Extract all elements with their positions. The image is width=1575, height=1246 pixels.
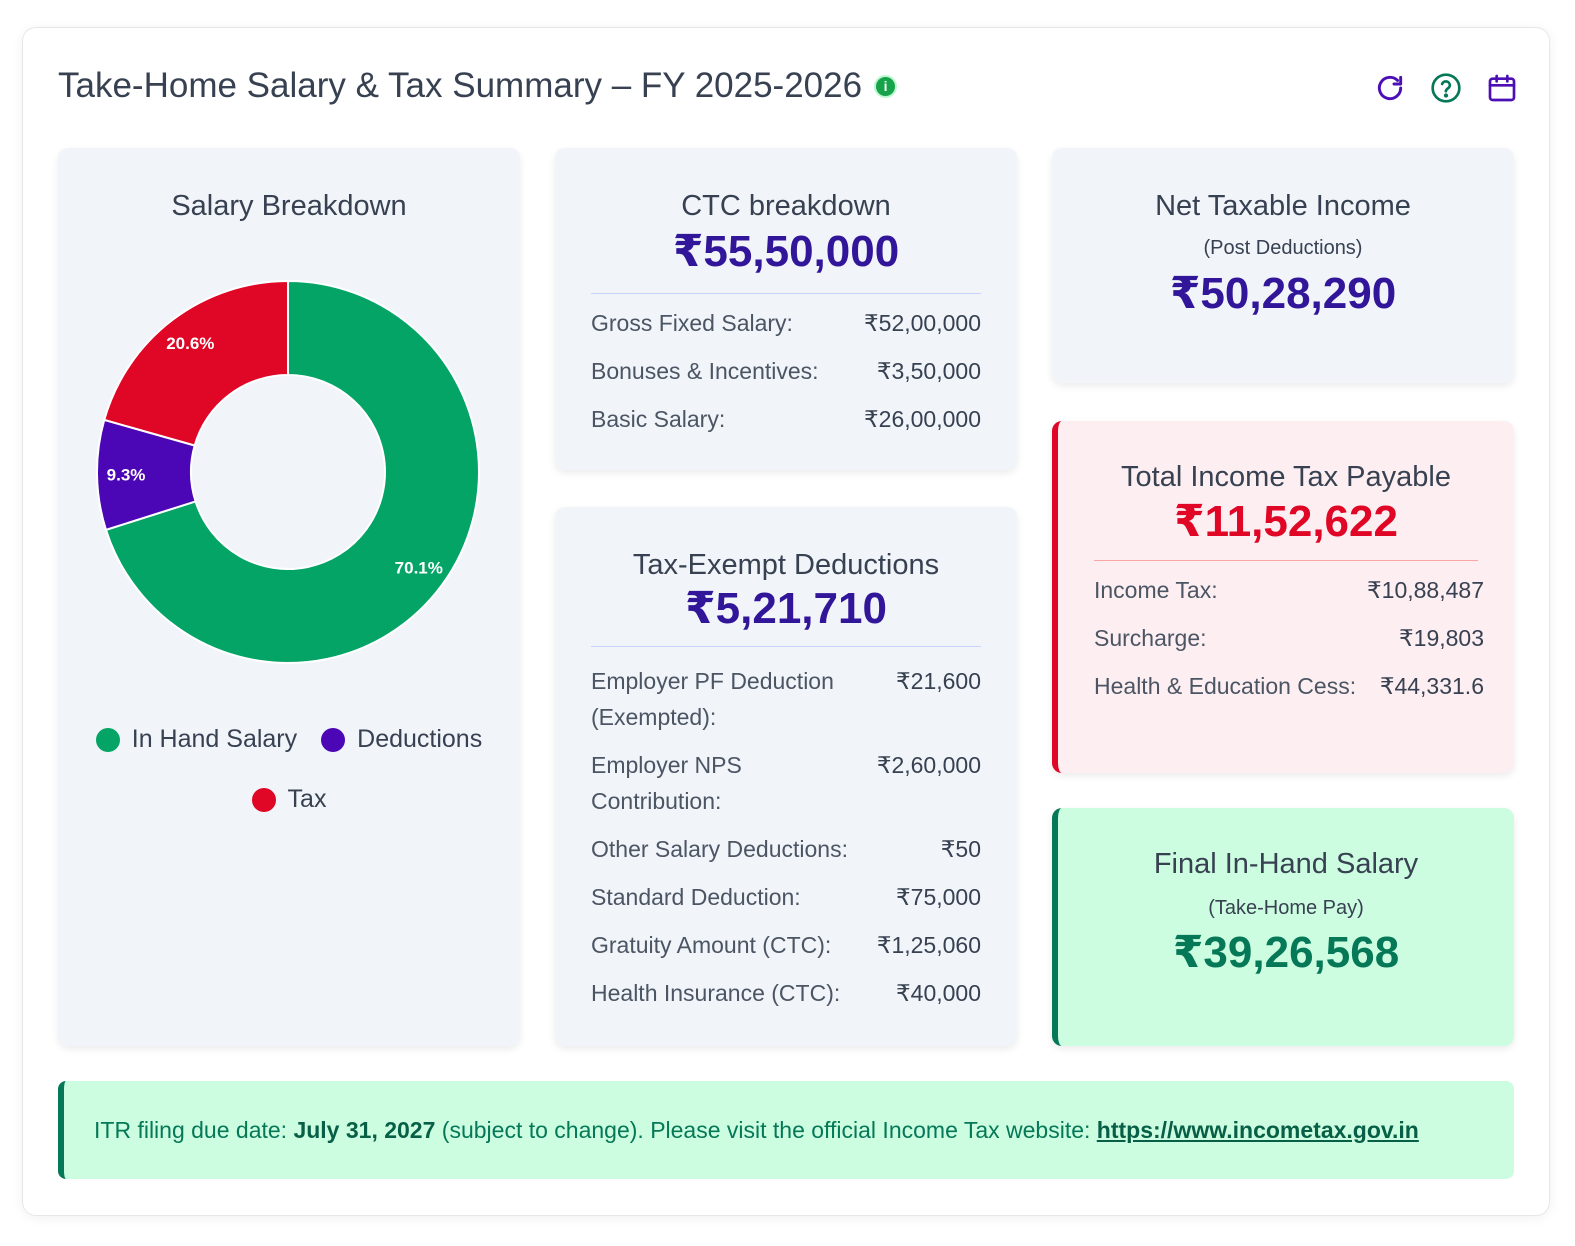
tax-row: Surcharge: ₹19,803	[1094, 625, 1484, 673]
tax-payable-amount: ₹11,52,622	[1174, 497, 1398, 546]
in-hand-card: Final In-Hand Salary (Take-Home Pay) ₹39…	[1052, 808, 1514, 1046]
tax-exempt-rows: Employer PF Deduction (Exempted): ₹21,60…	[555, 663, 1017, 1023]
itr-notice-prefix: ITR filing due date:	[94, 1116, 288, 1143]
tax-payable-title: Total Income Tax Payable	[1121, 461, 1451, 493]
salary-donut-chart: 70.1% 9.3% 20.6%	[96, 279, 480, 664]
legend-tax-dot	[251, 787, 276, 812]
calendar-icon[interactable]	[1486, 72, 1518, 104]
ctc-rows: Gross Fixed Salary: ₹52,00,000 Bonuses &…	[555, 310, 1017, 454]
ctc-amount: ₹55,50,000	[672, 227, 900, 276]
tax-exempt-title: Tax-Exempt Deductions	[632, 549, 940, 581]
itr-notice: ITR filing due date: July 31, 2027 (subj…	[58, 1081, 1514, 1179]
page-title-text: Take-Home Salary & Tax Summary – FY 2025…	[58, 66, 863, 105]
legend-in-hand[interactable]: In Hand Salary	[95, 725, 298, 754]
legend-in-hand-dot	[95, 727, 120, 752]
info-icon[interactable]: i	[874, 74, 898, 98]
exempt-row-value: ₹1,25,060	[876, 932, 981, 958]
exempt-row-label: Employer PF Deduction (Exempted):	[591, 668, 834, 730]
tax-row-label: Income Tax:	[1094, 577, 1218, 603]
legend-in-hand-label: In Hand Salary	[131, 725, 298, 753]
taxable-amount: ₹50,28,290	[1169, 269, 1397, 318]
exempt-row: Employer NPS Contribution: ₹2,60,000	[591, 747, 981, 831]
income-tax-link[interactable]: https://www.incometax.gov.in	[1096, 1116, 1419, 1143]
taxable-title: Net Taxable Income	[1155, 190, 1411, 222]
ctc-row-value: ₹26,00,000	[864, 406, 981, 432]
tax-exempt-card: Tax-Exempt Deductions ₹5,21,710 Employer…	[555, 507, 1017, 1046]
exempt-row-value: ₹50	[940, 836, 981, 862]
taxable-subtitle: (Post Deductions)	[1203, 237, 1363, 259]
ctc-divider	[591, 293, 981, 294]
exempt-row: Standard Deduction: ₹75,000	[591, 879, 981, 927]
donut-label-tax: 20.6%	[166, 334, 214, 353]
help-icon[interactable]	[1430, 72, 1462, 104]
tax-row-label: Surcharge:	[1094, 625, 1207, 651]
itr-notice-text: (subject to change). Please visit the of…	[441, 1116, 1091, 1143]
ctc-row: Basic Salary: ₹26,00,000	[591, 406, 981, 454]
exempt-row: Other Salary Deductions: ₹50	[591, 831, 981, 879]
donut-label-in-hand-salary: 70.1%	[395, 559, 443, 578]
in-hand-amount: ₹39,26,568	[1172, 928, 1400, 977]
ctc-row: Bonuses & Incentives: ₹3,50,000	[591, 358, 981, 406]
exempt-row: Health Insurance (CTC): ₹40,000	[591, 975, 981, 1023]
tax-row: Health & Education Cess: ₹44,331.6	[1094, 673, 1484, 721]
donut-slice-in-hand-salary[interactable]	[104, 279, 480, 664]
exempt-row-label: Employer NPS Contribution:	[591, 752, 742, 814]
itr-due-date: July 31, 2027	[293, 1116, 436, 1143]
ctc-card: CTC breakdown ₹55,50,000 Gross Fixed Sal…	[555, 148, 1017, 470]
exempt-row-label: Health Insurance (CTC):	[591, 980, 841, 1006]
exempt-row-label: Gratuity Amount (CTC):	[591, 932, 832, 958]
salary-breakdown-title: Salary Breakdown	[171, 190, 407, 222]
tax-row: Income Tax: ₹10,88,487	[1094, 577, 1484, 625]
ctc-row-label: Basic Salary:	[591, 406, 726, 432]
exempt-row-value: ₹21,600	[896, 668, 981, 694]
tax-exempt-amount: ₹5,21,710	[685, 584, 887, 633]
page-title: Take-Home Salary & Tax Summary – FY 2025…	[58, 66, 898, 106]
tax-payable-divider	[1094, 560, 1478, 561]
refresh-icon[interactable]	[1374, 72, 1406, 104]
chart-legend: In Hand Salary Deductions	[58, 725, 520, 754]
exempt-row: Employer PF Deduction (Exempted): ₹21,60…	[591, 663, 981, 747]
ctc-row-label: Bonuses & Incentives:	[591, 358, 819, 384]
tax-row-value: ₹44,331.6	[1379, 673, 1484, 699]
legend-deductions[interactable]: Deductions	[321, 725, 482, 754]
tax-exempt-divider	[591, 646, 981, 647]
header-actions	[1374, 72, 1518, 104]
ctc-title: CTC breakdown	[681, 190, 891, 222]
legend-tax-label: Tax	[287, 785, 327, 813]
exempt-row-value: ₹40,000	[896, 980, 981, 1006]
exempt-row-value: ₹75,000	[896, 884, 981, 910]
donut-slice-tax[interactable]	[103, 279, 289, 447]
chart-legend-row-2: Tax	[58, 785, 520, 814]
salary-breakdown-card: Salary Breakdown 70.1% 9.3% 20.6% In Hand …	[58, 148, 520, 1046]
exempt-row: Gratuity Amount (CTC): ₹1,25,060	[591, 927, 981, 975]
legend-deductions-label: Deductions	[357, 725, 483, 753]
legend-tax[interactable]: Tax	[251, 785, 327, 814]
tax-row-label: Health & Education Cess:	[1094, 673, 1357, 699]
taxable-income-card: Net Taxable Income (Post Deductions) ₹50…	[1052, 148, 1514, 383]
tax-payable-card: Total Income Tax Payable ₹11,52,622 Inco…	[1052, 421, 1514, 773]
donut-label-deductions: 9.3%	[107, 466, 146, 485]
tax-payable-rows: Income Tax: ₹10,88,487 Surcharge: ₹19,80…	[1058, 577, 1514, 721]
exempt-row-label: Other Salary Deductions:	[591, 836, 848, 862]
ctc-row: Gross Fixed Salary: ₹52,00,000	[591, 310, 981, 358]
exempt-row-label: Standard Deduction:	[591, 884, 801, 910]
ctc-row-value: ₹52,00,000	[864, 310, 981, 336]
tax-row-value: ₹19,803	[1399, 625, 1484, 651]
tax-row-value: ₹10,88,487	[1367, 577, 1484, 603]
in-hand-subtitle: (Take-Home Pay)	[1208, 897, 1364, 919]
in-hand-title: Final In-Hand Salary	[1153, 848, 1419, 880]
legend-deductions-dot	[321, 727, 346, 752]
ctc-row-value: ₹3,50,000	[876, 358, 981, 384]
ctc-row-label: Gross Fixed Salary:	[591, 310, 793, 336]
exempt-row-value: ₹2,60,000	[876, 752, 981, 778]
